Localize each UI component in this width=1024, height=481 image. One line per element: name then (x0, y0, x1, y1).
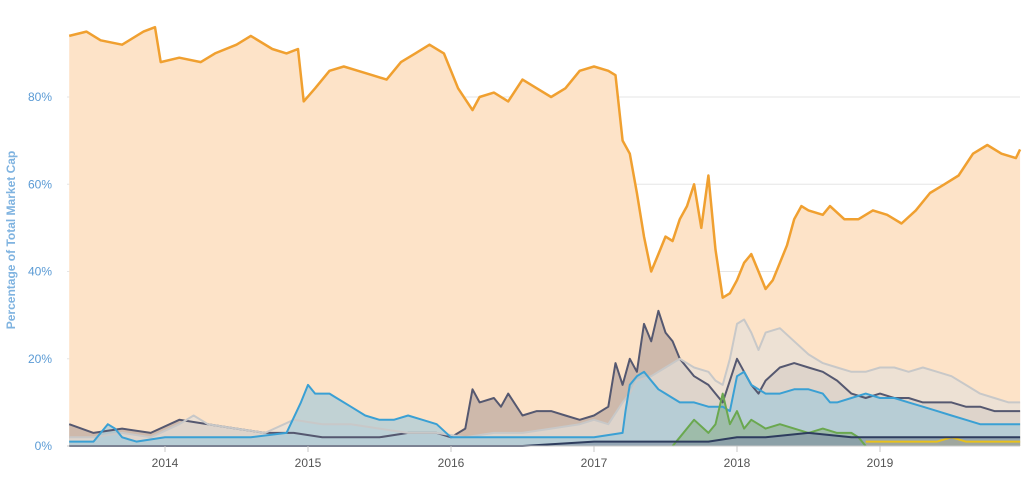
y-tick-label: 60% (28, 177, 52, 191)
x-tick-label: 2017 (581, 456, 608, 470)
y-tick-label: 0% (35, 439, 53, 453)
series-lines (68, 25, 1022, 447)
series-line-s6 (865, 436, 1021, 443)
y-axis-label: Percentage of Total Market Cap (4, 151, 18, 330)
x-tick-label: 2016 (438, 456, 465, 470)
series-line-s5 (671, 392, 867, 447)
series-line-s2 (68, 309, 1021, 439)
x-tick-label: 2018 (724, 456, 751, 470)
x-tick-label: 2015 (295, 456, 322, 470)
y-tick-label: 20% (28, 352, 52, 366)
series-line-s4 (69, 370, 1021, 443)
series-areas (69, 27, 1021, 446)
x-tick-label: 2014 (152, 456, 179, 470)
y-tick-label: 40% (28, 265, 52, 279)
axes: 0% 20% 40% 60% 80% 2014 2015 2016 2017 2018 2019 (28, 90, 1020, 470)
series-line-s1 (68, 25, 1022, 299)
x-tick-label: 2019 (867, 456, 894, 470)
series-line-s3 (69, 318, 1021, 439)
y-tick-label: 80% (28, 90, 52, 104)
